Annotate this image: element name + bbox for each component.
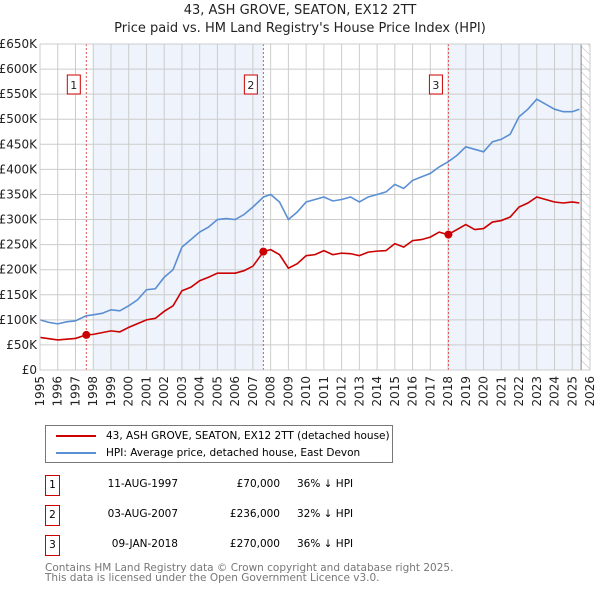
y-tick-label: £500K	[0, 112, 38, 126]
x-tick-label: 2014	[370, 376, 384, 407]
x-tick-label: 2004	[193, 376, 207, 407]
shaded-period	[93, 44, 264, 370]
sale-label: 3	[432, 79, 439, 92]
y-tick-label: £650K	[0, 37, 38, 51]
y-tick-label: £150K	[0, 288, 38, 302]
sale-label: 1	[70, 79, 77, 92]
sale-date: 09-JAN-2018	[111, 538, 178, 550]
legend: 43, ASH GROVE, SEATON, EX12 2TT (detache…	[45, 425, 393, 463]
shaded-period	[448, 44, 582, 370]
sale-row: 2 03-AUG-2007 £236,000 32% ↓ HPI	[45, 505, 445, 526]
sale-hpi-diff: 36% ↓ HPI	[297, 478, 354, 490]
y-tick-label: £600K	[0, 62, 38, 76]
x-tick-label: 2022	[512, 376, 526, 407]
y-tick-label: £0	[22, 363, 37, 377]
y-tick-label: £100K	[0, 313, 38, 327]
x-tick-label: 1996	[51, 376, 65, 407]
sale-row: 3 09-JAN-2018 £270,000 36% ↓ HPI	[45, 535, 445, 556]
x-tick-label: 2009	[281, 376, 295, 407]
series-line	[39, 98, 580, 325]
forecast-hatch	[581, 44, 590, 370]
x-tick-label: 2023	[530, 376, 544, 407]
x-tick-label: 2018	[441, 376, 455, 407]
y-tick-label: £200K	[0, 263, 38, 277]
x-tick-label: 2015	[388, 376, 402, 407]
footer-licence: This data is licensed under the Open Gov…	[45, 572, 380, 584]
x-tick-label: 2005	[210, 376, 224, 407]
x-tick-label: 2017	[423, 376, 437, 407]
sale-number-badge: 3	[45, 535, 60, 556]
plot-area: 1995 1996 1997 1998 1999 2000 2001 2002 2003 2004…	[0, 37, 597, 407]
x-tick-label: 1999	[104, 376, 118, 407]
x-tick-label: 2020	[477, 376, 491, 407]
sale-point	[444, 230, 453, 239]
x-tick-label: 2016	[406, 376, 420, 407]
x-tick-label: 1998	[86, 376, 100, 407]
sale-hpi-diff: 36% ↓ HPI	[297, 538, 354, 550]
x-tick-label: 2008	[264, 376, 278, 407]
x-tick-label: 2006	[228, 376, 242, 407]
x-tick-label: 2007	[246, 376, 260, 407]
x-tick-label: 2012	[335, 376, 349, 407]
chart-title: 43, ASH GROVE, SEATON, EX12 2TT	[183, 3, 417, 18]
x-tick-label: 2026	[583, 376, 597, 407]
y-tick-label: £550K	[0, 87, 38, 101]
sale-date: 03-AUG-2007	[107, 508, 178, 520]
x-tick-label: 2013	[352, 376, 366, 407]
sale-price: £236,000	[229, 508, 280, 520]
series-line	[39, 196, 580, 341]
y-tick-label: £300K	[0, 213, 38, 227]
x-tick-label: 2011	[317, 376, 331, 407]
sale-label-box	[428, 74, 443, 95]
legend-swatch-blue	[56, 452, 96, 454]
x-tick-label: 2003	[175, 376, 189, 407]
y-tick-label: £50K	[6, 338, 38, 352]
y-tick-label: £450K	[0, 137, 38, 151]
x-tick-label: 1997	[68, 376, 82, 407]
legend-label: 43, ASH GROVE, SEATON, EX12 2TT (detache…	[106, 430, 390, 442]
x-tick-label: 2002	[157, 376, 171, 407]
x-tick-label: 2024	[548, 376, 562, 407]
legend-item-property: 43, ASH GROVE, SEATON, EX12 2TT (detache…	[56, 430, 390, 442]
sale-label-box	[66, 74, 81, 95]
sale-label: 2	[247, 79, 254, 92]
x-tick-label: 2025	[565, 376, 579, 407]
sale-hpi-diff: 32% ↓ HPI	[297, 508, 354, 520]
y-tick-label: £350K	[0, 187, 38, 201]
x-tick-label: 2019	[459, 376, 473, 407]
y-tick-label: £250K	[0, 238, 38, 252]
x-tick-label: 2010	[299, 376, 313, 407]
sale-price: £270,000	[229, 538, 280, 550]
sale-row: 1 11-AUG-1997 £70,000 36% ↓ HPI	[45, 475, 445, 496]
sale-number-badge: 1	[45, 475, 60, 496]
x-tick-label: 1995	[33, 376, 47, 407]
plot-border	[39, 43, 591, 371]
legend-item-hpi: HPI: Average price, detached house, East…	[56, 447, 360, 459]
sale-point	[259, 247, 268, 256]
chart-subtitle: Price paid vs. HM Land Registry's House …	[114, 21, 486, 36]
footer-copyright: Contains HM Land Registry data © Crown c…	[45, 562, 454, 574]
legend-swatch-red	[56, 435, 96, 437]
sale-point	[82, 330, 91, 339]
legend-label: HPI: Average price, detached house, East…	[106, 447, 361, 459]
x-tick-label: 2001	[139, 376, 153, 407]
sale-label-box	[243, 74, 258, 95]
x-tick-label: 2021	[494, 376, 508, 407]
y-tick-label: £400K	[0, 162, 38, 176]
sale-date: 11-AUG-1997	[107, 478, 178, 490]
x-tick-label: 2000	[122, 376, 136, 407]
sale-price: £70,000	[236, 478, 280, 490]
sale-number-badge: 2	[45, 505, 60, 526]
